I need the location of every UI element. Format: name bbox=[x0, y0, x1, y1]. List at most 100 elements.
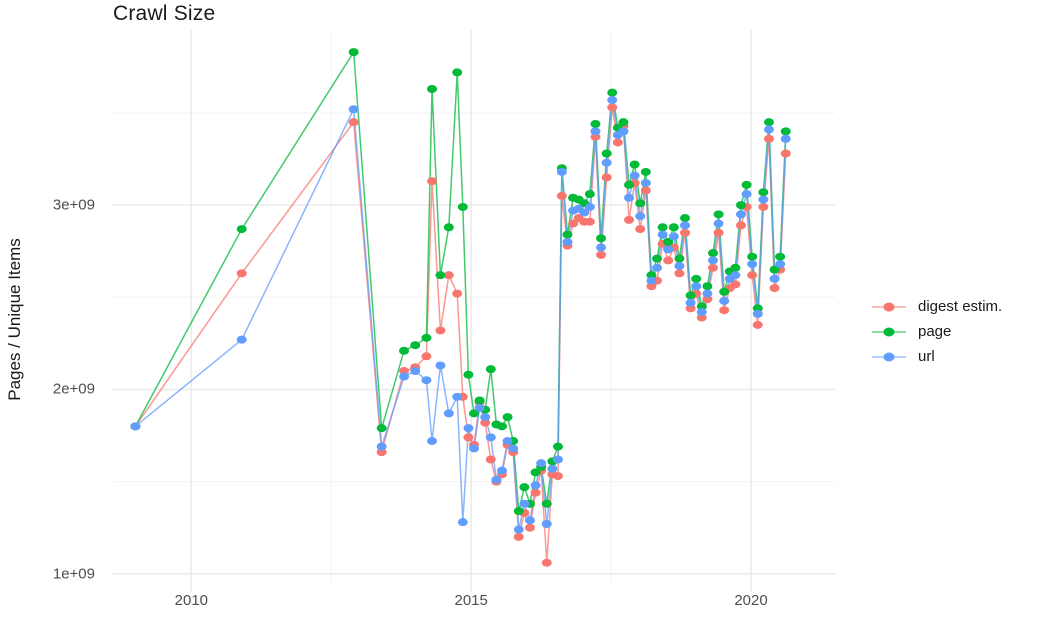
data-point bbox=[758, 202, 769, 211]
data-point bbox=[629, 160, 640, 169]
data-point bbox=[752, 309, 763, 318]
data-point bbox=[469, 444, 479, 453]
data-point bbox=[775, 252, 786, 261]
data-point bbox=[668, 232, 679, 241]
legend-item-label: page bbox=[918, 323, 952, 340]
data-point bbox=[584, 202, 595, 211]
data-point bbox=[674, 254, 685, 263]
data-point bbox=[657, 230, 668, 239]
legend-item-label: digest estim. bbox=[918, 298, 1003, 315]
data-point bbox=[747, 260, 758, 269]
data-point bbox=[530, 488, 541, 497]
data-point bbox=[640, 186, 651, 195]
data-point bbox=[427, 84, 438, 93]
data-point bbox=[607, 103, 618, 112]
legend-item-digest-estim[interactable]: digest estim. bbox=[872, 294, 1002, 319]
legend-key-dot bbox=[883, 327, 895, 336]
data-point bbox=[646, 282, 657, 291]
data-point bbox=[530, 481, 541, 490]
data-point bbox=[502, 413, 513, 422]
data-point bbox=[485, 433, 496, 442]
data-point bbox=[463, 424, 474, 433]
data-point bbox=[452, 68, 463, 77]
data-point bbox=[707, 256, 718, 265]
x-tick-label: 2020 bbox=[734, 592, 768, 609]
data-point bbox=[730, 280, 741, 289]
grid-minor-lines bbox=[113, 30, 835, 583]
data-point bbox=[702, 282, 713, 291]
data-point bbox=[680, 221, 690, 230]
data-point bbox=[376, 448, 387, 457]
data-point bbox=[421, 352, 432, 361]
data-point bbox=[596, 243, 607, 252]
data-point bbox=[130, 422, 141, 431]
data-point bbox=[590, 120, 601, 129]
data-point bbox=[685, 304, 696, 313]
data-point bbox=[668, 223, 679, 232]
data-point bbox=[635, 199, 646, 208]
data-point bbox=[635, 212, 646, 221]
data-point bbox=[399, 367, 410, 376]
data-point bbox=[741, 190, 752, 199]
data-point bbox=[427, 177, 438, 186]
data-point bbox=[584, 190, 595, 199]
data-point bbox=[541, 499, 552, 508]
legend-key-icon bbox=[872, 322, 906, 342]
data-point bbox=[552, 442, 563, 451]
legend-item-page[interactable]: page bbox=[872, 319, 1002, 344]
data-point bbox=[618, 118, 629, 127]
data-point bbox=[752, 304, 763, 313]
data-point bbox=[443, 409, 454, 418]
data-point bbox=[730, 271, 741, 280]
data-point bbox=[435, 271, 446, 280]
legend: digest estim. page url bbox=[872, 294, 1002, 369]
data-point bbox=[719, 306, 730, 315]
data-point bbox=[474, 396, 485, 405]
data-point bbox=[513, 532, 524, 541]
data-point bbox=[435, 361, 446, 370]
data-point bbox=[763, 118, 774, 127]
data-point bbox=[629, 171, 640, 180]
data-point bbox=[590, 132, 601, 141]
data-point bbox=[584, 217, 595, 226]
legend-item-url[interactable]: url bbox=[872, 344, 1002, 369]
data-point bbox=[596, 234, 607, 243]
data-point bbox=[713, 228, 724, 237]
data-point bbox=[457, 202, 468, 211]
data-point bbox=[519, 499, 530, 508]
data-point bbox=[685, 298, 696, 307]
data-point bbox=[443, 223, 454, 232]
data-point bbox=[735, 201, 746, 210]
data-point bbox=[457, 518, 468, 527]
data-point bbox=[780, 134, 791, 143]
data-point bbox=[640, 167, 651, 176]
data-point bbox=[491, 475, 502, 484]
y-tick-label: 2e+09 bbox=[52, 380, 95, 398]
grid-major-lines bbox=[113, 30, 835, 592]
data-point bbox=[236, 269, 247, 278]
legend-key-dot bbox=[883, 302, 895, 311]
data-point bbox=[485, 455, 496, 464]
data-point bbox=[752, 320, 763, 329]
data-point bbox=[674, 261, 685, 270]
data-point bbox=[410, 341, 421, 350]
legend-item-label: url bbox=[918, 348, 935, 365]
data-point bbox=[236, 335, 247, 344]
data-point bbox=[552, 472, 563, 481]
data-point bbox=[696, 302, 707, 311]
data-point bbox=[769, 274, 780, 283]
legend-key-icon bbox=[872, 347, 906, 367]
data-point bbox=[376, 424, 387, 433]
data-point bbox=[452, 392, 463, 401]
data-point bbox=[348, 105, 359, 114]
data-point bbox=[775, 260, 786, 269]
data-point bbox=[547, 464, 558, 473]
data-point bbox=[452, 289, 463, 298]
data-point bbox=[691, 274, 702, 283]
data-point bbox=[348, 48, 359, 57]
data-point bbox=[612, 138, 623, 147]
data-point bbox=[519, 483, 530, 492]
page-title: Crawl Size bbox=[113, 2, 216, 25]
data-point bbox=[607, 88, 618, 97]
